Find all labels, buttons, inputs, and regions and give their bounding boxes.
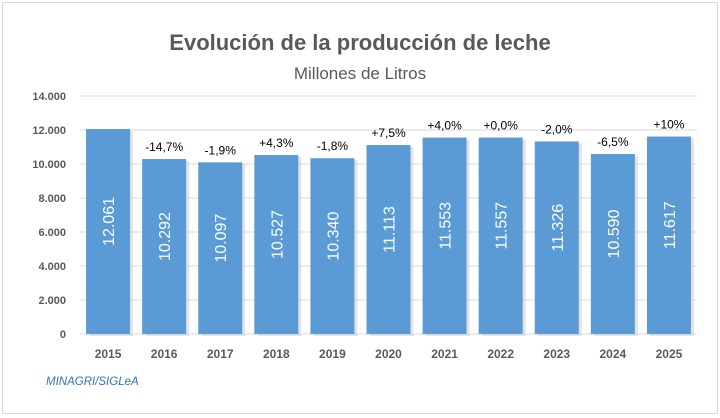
bar-value-label: 10.097 — [213, 214, 230, 263]
change-label: +4,0% — [427, 119, 462, 133]
x-tick-label: 2021 — [431, 347, 458, 361]
bar-value-label: 11.326 — [550, 204, 567, 252]
bar-value-label: 10.590 — [606, 209, 623, 258]
y-tick-label: 8.000 — [38, 193, 66, 205]
bar — [142, 159, 187, 334]
x-tick-label: 2024 — [600, 347, 627, 361]
y-tick-label: 14.000 — [32, 91, 66, 103]
bar-value-label: 10.292 — [157, 212, 174, 261]
bar — [254, 155, 299, 334]
change-label: -2,0% — [541, 122, 573, 136]
x-tick-label: 2016 — [151, 347, 178, 361]
bar — [422, 137, 467, 334]
x-tick-label: 2017 — [207, 347, 234, 361]
bar-value-label: 12.061 — [101, 197, 118, 246]
x-tick-label: 2025 — [656, 347, 683, 361]
bar — [478, 137, 523, 334]
change-label: +0,0% — [484, 119, 519, 133]
source-note: MINAGRI/SIGLeA — [46, 376, 139, 388]
chart-subtitle: Millones de Litros — [293, 64, 427, 83]
change-label: +10% — [653, 118, 684, 132]
change-label: -14,7% — [145, 140, 183, 154]
y-tick-label: 4.000 — [38, 261, 66, 273]
bar — [646, 136, 691, 334]
bar-value-label: 10.340 — [325, 212, 342, 261]
bar-value-label: 11.557 — [494, 202, 511, 250]
bar-value-label: 11.553 — [438, 202, 455, 250]
x-tick-label: 2019 — [319, 347, 346, 361]
y-tick-label: 12.000 — [32, 125, 66, 137]
y-tick-label: 0 — [60, 329, 66, 341]
change-label: -1,9% — [205, 143, 237, 157]
x-tick-label: 2022 — [487, 347, 514, 361]
bar — [366, 145, 411, 334]
chart-title: Evolución de la producción de leche — [169, 30, 551, 55]
bar-value-label: 10.527 — [269, 210, 286, 259]
change-label: -6,5% — [597, 135, 629, 149]
bar — [310, 158, 355, 334]
change-label: -1,8% — [317, 139, 349, 153]
bar-value-label: 11.617 — [662, 201, 679, 249]
bar — [86, 128, 131, 334]
bar — [590, 153, 635, 334]
y-tick-label: 2.000 — [38, 295, 66, 307]
change-label: +7,5% — [371, 126, 406, 140]
x-tick-label: 2015 — [95, 347, 122, 361]
bar — [198, 162, 243, 334]
bar — [534, 141, 579, 334]
y-tick-label: 10.000 — [32, 159, 66, 171]
bar-value-label: 11.113 — [382, 206, 399, 253]
y-tick-label: 6.000 — [38, 227, 66, 239]
x-tick-label: 2018 — [263, 347, 290, 361]
x-tick-label: 2023 — [543, 347, 570, 361]
x-tick-label: 2020 — [375, 347, 402, 361]
change-label: +4,3% — [259, 136, 294, 150]
